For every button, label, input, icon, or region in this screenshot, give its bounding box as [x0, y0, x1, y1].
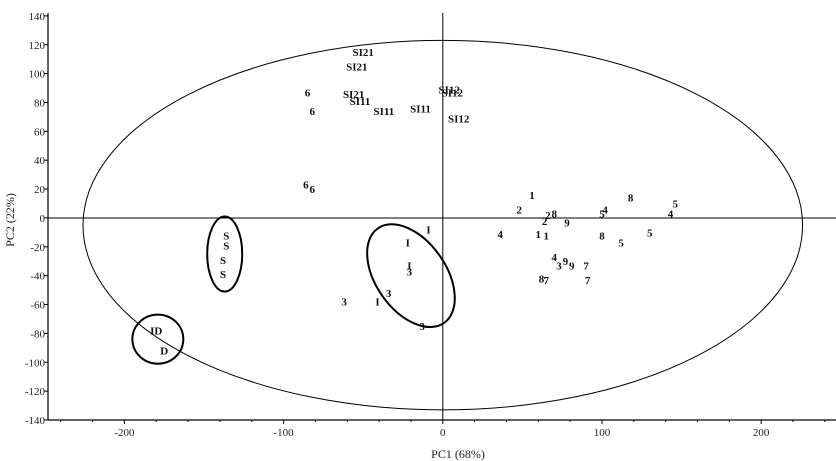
point-label: 8: [628, 193, 634, 205]
y-axis-title: PC2 (22%): [3, 193, 17, 247]
point-label: 2: [516, 204, 522, 216]
point-label: 9: [563, 256, 569, 268]
point-label: 3: [407, 266, 413, 278]
point-label: 9: [569, 261, 575, 273]
group-circle: [131, 313, 185, 365]
point-label: 6: [310, 106, 316, 118]
group-circle: [366, 223, 456, 329]
point-label: 3: [419, 321, 425, 333]
tick-layer: -200 -100 0 100 200140120100806040200-20-40-…: [25, 11, 826, 439]
point-label: 4: [602, 204, 608, 216]
point-label: I: [407, 261, 411, 273]
point-label: 4: [668, 209, 674, 221]
point-label: S: [220, 255, 226, 267]
point-label: SI11: [350, 96, 371, 108]
point-label: 9: [564, 217, 570, 229]
point-label: 8: [599, 230, 605, 242]
x-tick-label: 200: [753, 427, 770, 439]
y-tick-label: 40: [34, 155, 46, 167]
x-tick-label: 0: [440, 427, 446, 439]
point-label: SI12: [438, 84, 460, 96]
point-label: 4: [497, 229, 503, 241]
y-tick-label: -140: [25, 415, 46, 427]
point-label: SI21: [346, 61, 367, 73]
point-label: 4: [551, 252, 557, 264]
point-label: SI11: [410, 103, 431, 115]
point-label: S: [223, 230, 229, 242]
y-tick-label: 60: [34, 126, 46, 138]
y-tick-label: 120: [29, 40, 46, 52]
point-label: D: [160, 346, 168, 358]
point-label: SI21: [352, 47, 373, 59]
y-tick-label: -60: [30, 300, 45, 312]
point-label: I: [375, 297, 379, 309]
point-label: SI12: [448, 113, 470, 125]
point-label: 2: [542, 216, 548, 228]
point-label: 3: [386, 288, 392, 300]
point-label: 6: [310, 184, 316, 196]
point-label: 2: [545, 210, 551, 222]
point-label: 6: [303, 180, 309, 192]
point-label: I: [406, 237, 410, 249]
point-label: 3: [341, 297, 347, 309]
point-label: 7: [544, 275, 550, 287]
point-label: 7: [585, 275, 591, 287]
y-tick-label: 0: [40, 213, 46, 225]
point-label: 7: [583, 261, 589, 273]
point-label: 8: [539, 274, 545, 286]
y-tick-label: 100: [29, 69, 46, 81]
point-label: SI12: [442, 87, 464, 99]
point-label: 5: [599, 209, 605, 221]
x-tick-label: -100: [274, 427, 295, 439]
point-label: 3: [556, 261, 562, 273]
point-label: 5: [672, 199, 678, 211]
x-tick-label: -200: [114, 427, 135, 439]
y-tick-label: -100: [25, 357, 46, 369]
point-label: 1: [544, 230, 550, 242]
x-axis-title: PC1 (68%): [431, 447, 485, 461]
y-tick-label: -120: [25, 386, 46, 398]
plot-area: [47, 13, 836, 421]
point-label: S: [220, 269, 226, 281]
point-label: 1: [536, 229, 542, 241]
y-tick-label: 80: [34, 97, 46, 109]
y-tick-label: -80: [30, 328, 45, 340]
x-tick-label: 100: [594, 427, 611, 439]
point-label: I: [426, 224, 430, 236]
y-tick-label: -40: [30, 271, 45, 283]
point-label: 8: [551, 209, 557, 221]
y-tick-label: -20: [30, 242, 45, 254]
point-label: 5: [618, 237, 624, 249]
point-label: 5: [647, 227, 653, 239]
group-circle: [206, 215, 244, 293]
point-label: S: [223, 240, 229, 252]
point-label: SI11: [373, 106, 394, 118]
point-label: SI21: [343, 89, 364, 101]
point-label: 1: [529, 190, 535, 202]
y-tick-label: 20: [34, 184, 46, 196]
origin-axes: [48, 13, 836, 420]
point-label: ID: [150, 326, 162, 338]
point-label: 6: [305, 87, 311, 99]
y-tick-label: 140: [29, 11, 46, 23]
